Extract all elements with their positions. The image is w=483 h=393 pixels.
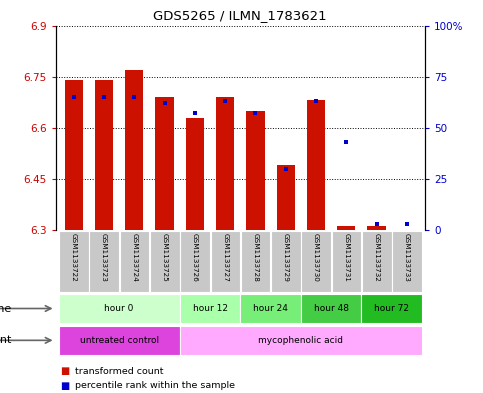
Bar xyxy=(216,97,234,230)
Text: hour 24: hour 24 xyxy=(253,304,288,313)
Text: GSM1133724: GSM1133724 xyxy=(131,233,137,282)
Bar xyxy=(277,165,295,230)
FancyBboxPatch shape xyxy=(361,294,422,323)
FancyBboxPatch shape xyxy=(120,231,149,292)
Bar xyxy=(186,118,204,230)
Text: GSM1133728: GSM1133728 xyxy=(253,233,258,282)
Bar xyxy=(95,80,113,230)
FancyBboxPatch shape xyxy=(58,294,180,323)
FancyBboxPatch shape xyxy=(150,231,180,292)
Bar xyxy=(65,80,83,230)
Text: time: time xyxy=(0,303,12,314)
Text: hour 12: hour 12 xyxy=(193,304,227,313)
Bar xyxy=(368,226,385,230)
Text: GSM1133729: GSM1133729 xyxy=(283,233,289,282)
Text: GSM1133730: GSM1133730 xyxy=(313,233,319,282)
Text: GSM1133725: GSM1133725 xyxy=(162,233,168,282)
FancyBboxPatch shape xyxy=(362,231,392,292)
Text: GSM1133733: GSM1133733 xyxy=(404,233,410,282)
Bar xyxy=(125,70,143,230)
FancyBboxPatch shape xyxy=(211,231,240,292)
Text: agent: agent xyxy=(0,335,12,345)
FancyBboxPatch shape xyxy=(241,231,270,292)
Text: ■: ■ xyxy=(60,381,70,391)
FancyBboxPatch shape xyxy=(59,231,89,292)
Text: hour 0: hour 0 xyxy=(104,304,134,313)
Text: hour 72: hour 72 xyxy=(374,304,409,313)
Text: mycophenolic acid: mycophenolic acid xyxy=(258,336,343,345)
Text: ■: ■ xyxy=(60,366,70,376)
FancyBboxPatch shape xyxy=(241,294,301,323)
FancyBboxPatch shape xyxy=(180,231,210,292)
FancyBboxPatch shape xyxy=(89,231,119,292)
FancyBboxPatch shape xyxy=(332,231,361,292)
Text: GSM1133731: GSM1133731 xyxy=(343,233,349,282)
Text: GSM1133727: GSM1133727 xyxy=(222,233,228,282)
Text: percentile rank within the sample: percentile rank within the sample xyxy=(75,382,235,390)
Text: untreated control: untreated control xyxy=(80,336,159,345)
Bar xyxy=(246,111,265,230)
Text: hour 48: hour 48 xyxy=(313,304,349,313)
Bar xyxy=(307,101,325,230)
FancyBboxPatch shape xyxy=(180,325,422,355)
Text: GSM1133726: GSM1133726 xyxy=(192,233,198,282)
Text: GSM1133722: GSM1133722 xyxy=(71,233,77,282)
Text: GSM1133723: GSM1133723 xyxy=(101,233,107,282)
Text: transformed count: transformed count xyxy=(75,367,163,376)
FancyBboxPatch shape xyxy=(271,231,301,292)
FancyBboxPatch shape xyxy=(392,231,422,292)
FancyBboxPatch shape xyxy=(180,294,241,323)
Text: GSM1133732: GSM1133732 xyxy=(373,233,380,282)
Bar xyxy=(156,97,174,230)
FancyBboxPatch shape xyxy=(301,231,331,292)
FancyBboxPatch shape xyxy=(301,294,361,323)
Bar xyxy=(337,226,355,230)
Title: GDS5265 / ILMN_1783621: GDS5265 / ILMN_1783621 xyxy=(154,9,327,22)
FancyBboxPatch shape xyxy=(58,325,180,355)
